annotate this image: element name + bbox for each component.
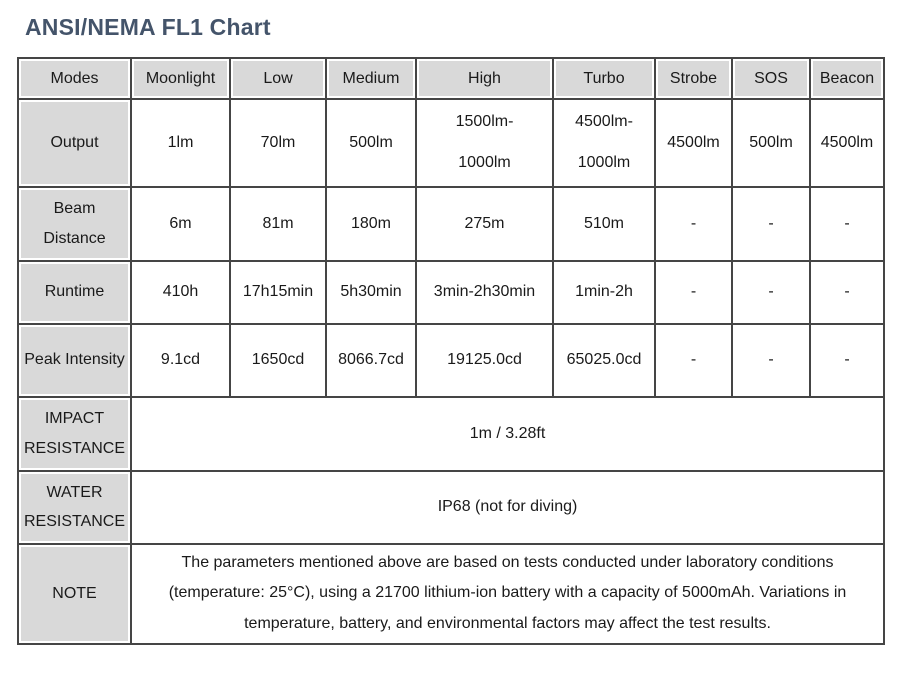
cell-output-strobe: 4500lm xyxy=(654,98,733,188)
cell-runtime-strobe: - xyxy=(654,259,733,325)
cell-water-resistance-value: IP68 (not for diving) xyxy=(130,469,885,545)
page-title: ANSI/NEMA FL1 Chart xyxy=(25,14,271,40)
header-cell-modes: Modes xyxy=(17,57,132,100)
table-row-runtime: Runtime 410h 17h15min 5h30min 3min-2h30min 1m… xyxy=(17,259,885,325)
cell-peak-intensity-beacon: - xyxy=(809,322,885,398)
cell-note-value: The parameters mentioned above are based… xyxy=(130,542,885,645)
cell-runtime-moonlight: 410h xyxy=(130,259,231,325)
cell-peak-intensity-strobe: - xyxy=(654,322,733,398)
cell-beam-distance-medium: 180m xyxy=(325,185,417,262)
table-row-note: NOTE The parameters mentioned above are b… xyxy=(17,542,885,645)
cell-peak-intensity-sos: - xyxy=(731,322,811,398)
cell-beam-distance-moonlight: 6m xyxy=(130,185,231,262)
header-row: Modes Moonlight Low Medium High Turbo Strobe SO… xyxy=(17,57,885,100)
cell-output-turbo: 4500lm- 1000lm xyxy=(552,98,656,188)
row-label-note: NOTE xyxy=(17,542,132,645)
row-label-impact-resistance: IMPACT RESISTANCE xyxy=(17,395,132,472)
cell-runtime-medium: 5h30min xyxy=(325,259,417,325)
row-label-beam-distance: Beam Distance xyxy=(17,185,132,262)
cell-runtime-turbo: 1min-2h xyxy=(552,259,656,325)
cell-beam-distance-high: 275m xyxy=(415,185,554,262)
cell-beam-distance-sos: - xyxy=(731,185,811,262)
table-row-beam-distance: Beam Distance 6m 81m 180m 275m 510m - - - xyxy=(17,185,885,262)
cell-runtime-low: 17h15min xyxy=(229,259,327,325)
fl1-spec-table: Modes Moonlight Low Medium High Turbo Strobe SO… xyxy=(17,57,885,645)
cell-output-high: 1500lm- 1000lm xyxy=(415,98,554,188)
cell-output-medium: 500lm xyxy=(325,98,417,188)
row-label-peak-intensity: Peak Intensity xyxy=(17,322,132,398)
table-row-water-resistance: WATER RESISTANCE IP68 (not for diving) xyxy=(17,469,885,545)
cell-peak-intensity-turbo: 65025.0cd xyxy=(552,322,656,398)
row-label-water-resistance: WATER RESISTANCE xyxy=(17,469,132,545)
cell-output-low: 70lm xyxy=(229,98,327,188)
row-label-output: Output xyxy=(17,98,132,188)
row-label-runtime: Runtime xyxy=(17,259,132,325)
cell-beam-distance-strobe: - xyxy=(654,185,733,262)
cell-beam-distance-beacon: - xyxy=(809,185,885,262)
header-cell-low: Low xyxy=(229,57,327,100)
cell-peak-intensity-medium: 8066.7cd xyxy=(325,322,417,398)
header-cell-medium: Medium xyxy=(325,57,417,100)
header-cell-high: High xyxy=(415,57,554,100)
cell-peak-intensity-moonlight: 9.1cd xyxy=(130,322,231,398)
header-cell-moonlight: Moonlight xyxy=(130,57,231,100)
cell-output-beacon: 4500lm xyxy=(809,98,885,188)
cell-peak-intensity-high: 19125.0cd xyxy=(415,322,554,398)
header-cell-beacon: Beacon xyxy=(809,57,885,100)
cell-impact-resistance-value: 1m / 3.28ft xyxy=(130,395,885,472)
table-row-impact-resistance: IMPACT RESISTANCE 1m / 3.28ft xyxy=(17,395,885,472)
header-cell-strobe: Strobe xyxy=(654,57,733,100)
header-cell-sos: SOS xyxy=(731,57,811,100)
cell-runtime-beacon: - xyxy=(809,259,885,325)
cell-beam-distance-low: 81m xyxy=(229,185,327,262)
table-row-peak-intensity: Peak Intensity 9.1cd 1650cd 8066.7cd 19125.0… xyxy=(17,322,885,398)
cell-runtime-high: 3min-2h30min xyxy=(415,259,554,325)
cell-peak-intensity-low: 1650cd xyxy=(229,322,327,398)
header-cell-turbo: Turbo xyxy=(552,57,656,100)
cell-output-sos: 500lm xyxy=(731,98,811,188)
cell-runtime-sos: - xyxy=(731,259,811,325)
page: ANSI/NEMA FL1 Chart Modes Moonlight Low Med… xyxy=(17,14,885,645)
table-row-output: Output 1lm 70lm 500lm 1500lm- 1000lm 4500lm- … xyxy=(17,98,885,188)
cell-output-moonlight: 1lm xyxy=(130,98,231,188)
cell-beam-distance-turbo: 510m xyxy=(552,185,656,262)
